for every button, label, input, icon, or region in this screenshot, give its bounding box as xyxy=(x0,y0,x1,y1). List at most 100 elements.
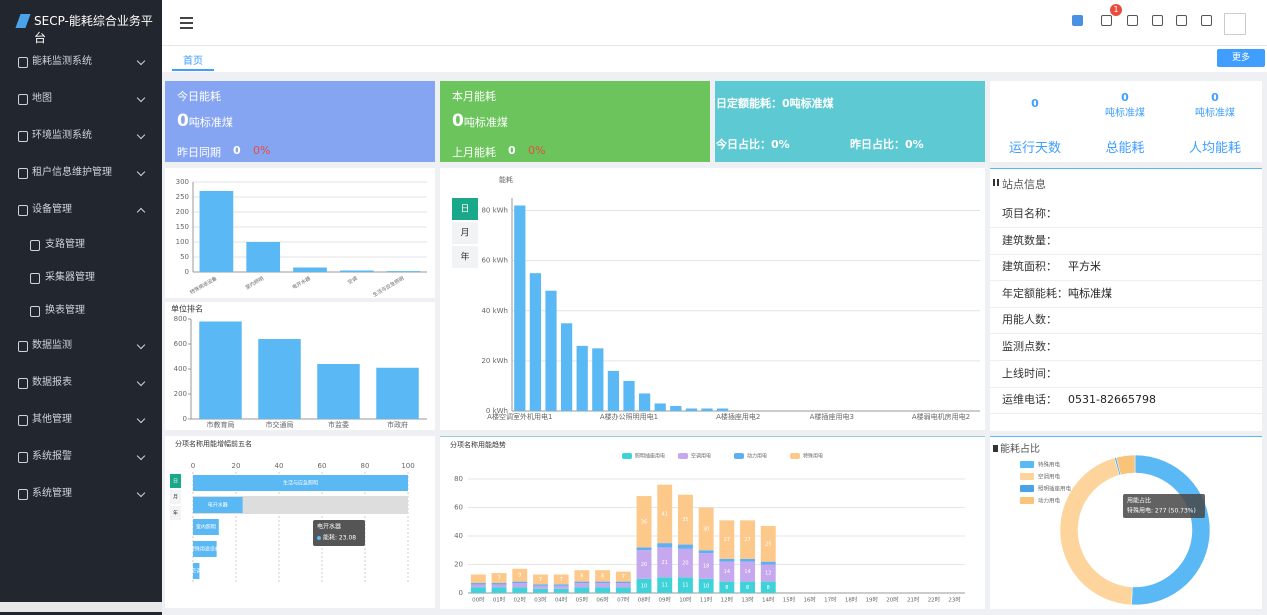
chart-title: 单位排名 xyxy=(171,304,203,314)
info-label: 用能人数： xyxy=(1002,313,1057,327)
more-button[interactable]: 更多 xyxy=(1217,49,1265,67)
period-button[interactable] xyxy=(170,490,181,504)
legend-swatch xyxy=(622,453,632,459)
legend-label: 动力用电 xyxy=(747,453,767,460)
bar xyxy=(654,403,666,411)
bar-segment xyxy=(677,577,693,593)
bar-segment xyxy=(470,587,486,593)
submenu-item[interactable]: 支路管理 xyxy=(0,233,162,257)
x-tick-label: 11时 xyxy=(700,596,713,604)
segment-label: 11 xyxy=(682,583,688,589)
bar-segment xyxy=(553,585,569,589)
segment-label: 8 xyxy=(725,585,728,591)
toolbar-icon[interactable] xyxy=(1176,15,1187,26)
summary-label: 运行天数 xyxy=(1008,141,1061,156)
x-tick-label: 生活与应急照明 xyxy=(372,275,406,298)
x-tick-label: 05时 xyxy=(576,596,589,604)
tooltip-label: 特殊用电: 277 (50.73%) xyxy=(1127,507,1196,515)
menu-item[interactable]: 地图 xyxy=(0,85,162,113)
bar-segment xyxy=(595,587,611,593)
bar-segment xyxy=(657,547,673,578)
bar-segment xyxy=(491,583,507,585)
menu-item[interactable]: 能耗监测系统 xyxy=(0,48,162,76)
segment-label: 36 xyxy=(641,519,647,525)
bar-segment xyxy=(595,570,611,582)
menu-item[interactable]: 租户信息维护管理 xyxy=(0,159,162,187)
bar xyxy=(638,393,651,411)
info-value: 平方米 xyxy=(1068,260,1101,274)
y-tick-label: 0 kWh xyxy=(486,407,508,415)
menu-item[interactable]: 数据监测 xyxy=(0,332,162,360)
bar-segment xyxy=(533,588,548,593)
toolbar-icon[interactable] xyxy=(1152,15,1163,26)
x-tick-label: 空调 xyxy=(346,275,358,286)
menu-icon xyxy=(18,378,28,389)
segment-label: 8 xyxy=(746,585,749,591)
menu-icon xyxy=(30,273,40,284)
toolbar-icon[interactable] xyxy=(1101,15,1112,26)
x-tick-label: A楼插座用电2 xyxy=(716,412,760,421)
legend-swatch xyxy=(1020,485,1034,492)
chart-title: 能耗占比 xyxy=(1000,442,1040,455)
period-button[interactable] xyxy=(170,506,181,520)
x-tick-label: 07时 xyxy=(617,596,630,604)
bar-segment xyxy=(677,494,693,545)
legend-label: 照明插座用电 xyxy=(1038,485,1072,493)
menu-item[interactable]: 环境监测系统 xyxy=(0,122,162,150)
bar-segment xyxy=(719,561,735,582)
bar-segment xyxy=(574,570,590,582)
tab[interactable]: 首页 xyxy=(183,56,203,67)
bar-segment xyxy=(719,581,735,593)
summary-label: 总能耗 xyxy=(1105,141,1145,156)
toolbar-icon[interactable] xyxy=(1072,15,1083,26)
x-tick-label: 17时 xyxy=(824,596,837,604)
menu-item[interactable]: 其他管理 xyxy=(0,406,162,434)
info-row: 上线时间： xyxy=(990,361,1262,388)
submenu-item[interactable]: 采集器管理 xyxy=(0,266,162,290)
bar-segment xyxy=(740,561,756,582)
segment-label: 25 xyxy=(765,541,771,547)
period-button[interactable] xyxy=(452,222,478,244)
menu-icon xyxy=(18,452,28,463)
menu-item[interactable]: 系统管理 xyxy=(0,480,162,508)
bar xyxy=(199,191,234,272)
menu-item[interactable]: 设备管理 xyxy=(0,196,162,224)
segment-label: 7 xyxy=(560,577,563,583)
period-button[interactable] xyxy=(170,474,181,488)
period-button-label: 年 xyxy=(460,251,469,263)
summary-value: 0 xyxy=(1031,97,1039,110)
menu-toggle[interactable] xyxy=(180,17,193,19)
x-tick-label: 23时 xyxy=(948,596,961,604)
menu-item[interactable]: 数据报表 xyxy=(0,369,162,397)
x-tick-label: 06时 xyxy=(596,596,609,604)
avatar[interactable] xyxy=(1224,13,1246,35)
toolbar-icon[interactable] xyxy=(1127,15,1138,26)
bar xyxy=(193,563,200,579)
tooltip xyxy=(1123,494,1205,518)
toolbar-icon[interactable] xyxy=(1201,15,1212,26)
period-button[interactable] xyxy=(452,198,478,220)
segment-label: 12 xyxy=(765,571,771,577)
segment-label: 14 xyxy=(744,569,750,575)
y-tick-label: 60 kWh xyxy=(481,257,508,265)
menu-arrow xyxy=(136,130,146,140)
tooltip-title: 电开水器 xyxy=(317,523,341,531)
menu-label: 换表管理 xyxy=(45,305,85,316)
menu-icon xyxy=(18,415,28,426)
bar-label: 特殊用途设备 xyxy=(190,546,220,553)
menu-item[interactable]: 系统报警 xyxy=(0,443,162,471)
menu-icon xyxy=(18,168,28,179)
info-row: 项目名称： xyxy=(990,201,1262,228)
period-button-label: 月 xyxy=(173,495,178,501)
period-button[interactable] xyxy=(452,246,478,268)
bar-segment xyxy=(615,583,631,588)
sidebar: SECP-能耗综合业务平台 能耗监测系统 地图 环境监测系统 租户信息维护管理 设备管理… xyxy=(0,0,162,615)
compare-label: 昨日同期 xyxy=(177,146,221,159)
bar-segment xyxy=(595,581,611,584)
bar-segment xyxy=(698,550,714,554)
legend-swatch xyxy=(1020,497,1034,504)
notification-badge: 1 xyxy=(1110,4,1122,16)
period-button-label: 年 xyxy=(173,510,178,517)
station-panel: 站点信息 项目名称： 建筑数量： 建筑面积： 平方米 年定额能耗： 吨标准煤 用能人数： 监测… xyxy=(990,168,1262,431)
submenu-item[interactable]: 换表管理 xyxy=(0,299,162,323)
